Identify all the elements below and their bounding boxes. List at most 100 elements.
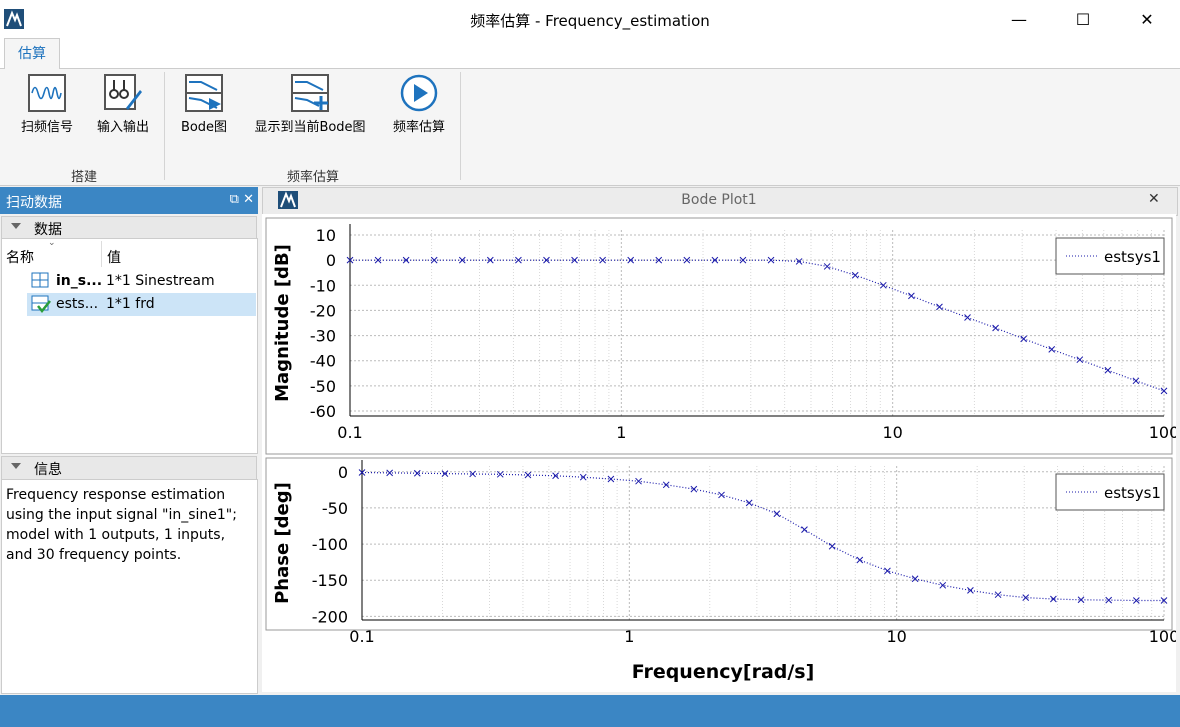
data-point [683, 256, 691, 264]
data-point [543, 256, 550, 264]
data-point [851, 271, 859, 279]
show-in-bode-label: 显示到当前Bode图 [254, 120, 366, 135]
series-line [350, 259, 1165, 392]
io-label: 输入输出 [96, 120, 149, 135]
sort-chevron-icon: ⌄ [48, 238, 56, 248]
legend-box [1055, 473, 1165, 511]
bode-button[interactable]: Bode图 [172, 74, 236, 135]
data-point [718, 491, 725, 499]
y-tick-label: -10 [310, 276, 336, 295]
estimate-button[interactable]: 频率估算 [386, 74, 452, 135]
data-point [795, 258, 803, 265]
data-point [662, 481, 670, 489]
data-point [1020, 335, 1028, 343]
status-bar [0, 695, 1180, 727]
data-point [936, 303, 943, 311]
row-name: ests... [56, 296, 99, 312]
data-point [635, 477, 642, 485]
column-header-value[interactable]: 值 [107, 250, 121, 266]
data-point [967, 587, 974, 594]
data-point [579, 473, 587, 481]
tab-estimate[interactable]: 估算 [4, 38, 60, 69]
bode-plot-area: 0.1 1 10 100 10 0 -10 -20 -30 -40 -50 -60 Magnitude … [262, 214, 1179, 692]
data-point [1160, 597, 1168, 604]
data-point [908, 292, 915, 300]
y-tick-label: -200 [312, 607, 348, 626]
data-point [627, 256, 635, 264]
x-tick-label: 10 [886, 627, 906, 646]
data-point [1048, 346, 1056, 353]
column-divider [101, 241, 102, 267]
series-line [361, 471, 1164, 602]
data-point [1050, 595, 1057, 603]
app-logo-icon [4, 9, 24, 29]
data-point [939, 581, 947, 589]
ribbon-separator [164, 72, 165, 180]
info-section-label: 信息 [34, 462, 62, 478]
y-axis-label: Phase [deg] [272, 482, 293, 604]
data-point [486, 256, 494, 264]
y-tick-label: -60 [310, 402, 336, 421]
io-button[interactable]: 输入输出 [88, 74, 158, 135]
data-point [402, 256, 410, 264]
sine-signal-icon [28, 74, 66, 112]
frd-model-icon [31, 295, 51, 317]
data-section-label: 数据 [34, 222, 62, 238]
title-bar [0, 0, 1180, 40]
x-tick-label: 100 [1149, 627, 1176, 646]
data-point [879, 281, 887, 289]
data-section-header[interactable]: 数据 [1, 216, 257, 240]
y-tick-label: -20 [310, 301, 336, 320]
close-document-icon[interactable]: ✕ [1148, 191, 1160, 207]
y-tick-label: 0 [326, 251, 336, 270]
data-point [524, 471, 532, 479]
row-value: 1*1 Sinestream [106, 273, 215, 289]
data-point [801, 526, 808, 533]
data-point [441, 470, 449, 477]
x-tick-label: 0.1 [349, 627, 374, 646]
collapse-icon [11, 463, 21, 469]
data-point [773, 510, 781, 518]
show-in-bode-button[interactable]: 显示到当前Bode图 [244, 74, 376, 135]
data-point [1160, 387, 1168, 395]
data-point [1132, 377, 1140, 385]
collapse-icon [11, 223, 21, 229]
table-row[interactable]: in_s... 1*1 Sinestream [27, 270, 256, 293]
window-title: 频率估算 - Frequency_estimation [470, 12, 710, 30]
table-row-selected[interactable]: ests... 1*1 frd [27, 293, 256, 316]
maximize-button[interactable]: ☐ [1075, 10, 1091, 29]
data-point [711, 256, 719, 264]
y-tick-label: -40 [310, 352, 336, 371]
close-panel-icon[interactable]: ✕ [243, 192, 254, 207]
data-point [374, 256, 382, 264]
data-point [458, 256, 466, 264]
data-point [767, 256, 775, 264]
data-point [1022, 594, 1030, 601]
sinestream-icon [31, 272, 51, 294]
info-panel [1, 479, 258, 694]
restore-panel-icon[interactable]: ⧉ [229, 192, 239, 207]
data-point [599, 256, 606, 264]
data-point [745, 499, 753, 507]
sweep-signal-label: 扫频信号 [20, 120, 73, 135]
sweep-signal-button[interactable]: 扫频信号 [10, 74, 84, 135]
y-tick-label: -50 [310, 377, 336, 396]
close-button[interactable]: ✕ [1140, 10, 1154, 29]
y-tick-label: 10 [316, 226, 336, 245]
data-point [1076, 356, 1084, 364]
data-point [1105, 596, 1113, 604]
column-header-name[interactable]: 名称 [6, 250, 34, 266]
panel-title: 扫动数据 [6, 195, 62, 211]
bode-label: Bode图 [180, 120, 228, 135]
minimize-button[interactable]: — [1011, 10, 1027, 29]
chart-frame [265, 457, 1173, 631]
data-point [515, 256, 522, 264]
y-tick-label: -150 [312, 571, 348, 590]
data-point [1132, 597, 1140, 604]
bode-chart: 0.1 1 10 100100-10-20-30-40-50-60Magnitude … [265, 217, 1179, 683]
data-point [911, 575, 919, 583]
y-axis-label: Magnitude [dB] [272, 244, 293, 402]
ribbon-tab-strip [0, 40, 1180, 69]
info-section-header[interactable]: 信息 [1, 456, 257, 480]
y-tick-label: 0 [338, 463, 348, 482]
